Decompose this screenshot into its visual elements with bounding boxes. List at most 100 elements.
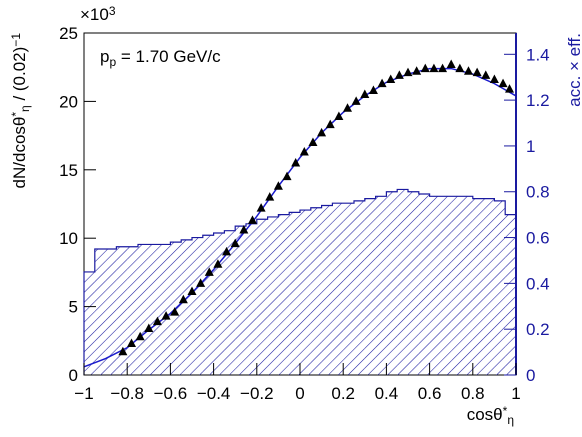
x-tick-label: −0.6 [154,384,188,403]
data-point [265,192,275,201]
data-point [152,316,162,326]
x-tick-label: 0.8 [461,384,485,403]
y-tick-label: 25 [59,24,78,43]
acceptance-bar [289,212,300,375]
annotation-part: = 1.70 GeV/c [116,47,221,66]
acceptance-bar [429,196,441,375]
acceptance-bar [84,271,95,375]
y2-tick-label: 0.2 [526,320,550,339]
data-point [446,59,456,68]
x-tick-label: 0 [295,384,304,403]
data-point [343,103,353,112]
y-tick-label: 0 [69,366,78,385]
x-axis-label: cosθ*η [467,404,514,427]
data-point [386,74,396,84]
y-tick-label: 15 [59,161,78,180]
y-tick-label: 20 [59,92,78,111]
acceptance-bar [354,200,365,375]
data-point [463,66,473,75]
x-tick-label: 0.2 [331,384,355,403]
y-axis-label-part: / (0.02) [10,47,29,106]
acceptance-bar [105,249,117,375]
data-point [239,224,249,234]
data-point [144,323,154,332]
x-axis-label-part: * [503,404,508,418]
data-point [118,346,128,356]
data-point [420,63,430,73]
data-point [247,215,257,224]
acceptance-bar [246,223,257,375]
multiplier-part: 3 [109,4,116,18]
y-tick-label: 10 [59,229,78,248]
multiplier: ×103 [80,4,116,24]
acceptance-bar [472,198,484,375]
acceptance-bar [364,198,376,375]
data-point [403,67,413,77]
acceptance-bar [397,189,408,375]
acceptance-bar [159,244,171,375]
annotation-part: p [100,47,109,66]
data-point [170,307,180,316]
data-point [505,84,515,93]
acceptance-bar [278,214,290,375]
data-point [213,259,223,268]
acceptance-bar [494,200,506,375]
data-point [489,74,499,84]
acceptance-bar [202,235,214,375]
acceptance-bar [224,230,236,375]
annotation-part: p [109,55,116,69]
data-point [291,157,301,167]
acceptance-outline [83,188,517,375]
data-point [135,331,145,341]
data-point [472,67,482,77]
data-point [368,85,378,94]
acceptance-bar [332,203,344,375]
acceptance-bar [451,196,462,375]
acceptance-bar [310,207,322,375]
acceptance-bar [181,239,192,375]
y-tick-label: 5 [69,298,78,317]
y2-tick-label: 0.8 [526,183,550,202]
acceptance-bar [192,237,203,375]
y2-tick-label: 1.4 [526,45,550,64]
data-point [317,127,327,137]
acceptance-bar [127,246,138,375]
acceptance-bar [375,196,387,375]
y-axis-label: dN/dcosθ*η / (0.02)−1 [9,33,32,189]
y2-tick-label: 1 [526,137,535,156]
x-tick-label: 0.4 [375,384,399,403]
data-point [196,278,206,287]
y-axis-label-part: −1 [9,33,23,47]
data-point [308,137,318,146]
acceptance-bar [343,203,354,375]
x-axis-label-part: cosθ [467,405,503,424]
data-point [299,147,309,156]
data-point [178,294,188,304]
acceptance-bar [138,244,149,375]
acceptance-bar [505,214,516,375]
x-tick-label: 0.6 [418,384,442,403]
data-point [256,203,266,212]
y-axis-label-part: η [18,105,32,112]
y2-tick-label: 1.2 [526,91,550,110]
y-axis-label-part: dN/dcosθ [10,117,29,189]
data-point [222,246,232,256]
acceptance-bar [256,219,268,375]
data-point [438,63,448,73]
x-tick-label: −1 [74,384,93,403]
data-point [187,286,197,296]
acceptance-bar [462,196,473,375]
acceptance-bar [321,205,333,375]
data-point [282,171,292,181]
y2-tick-label: 0.6 [526,229,550,248]
x-tick-label: −0.2 [240,384,274,403]
x-tick-label: −0.8 [110,384,144,403]
data-point [377,78,387,88]
data-point [412,66,422,75]
y2-tick-label: 0.4 [526,274,550,293]
data-point [204,267,214,276]
data-point [360,89,370,99]
y-axis-label-part: * [9,112,23,117]
data-point [498,78,508,88]
